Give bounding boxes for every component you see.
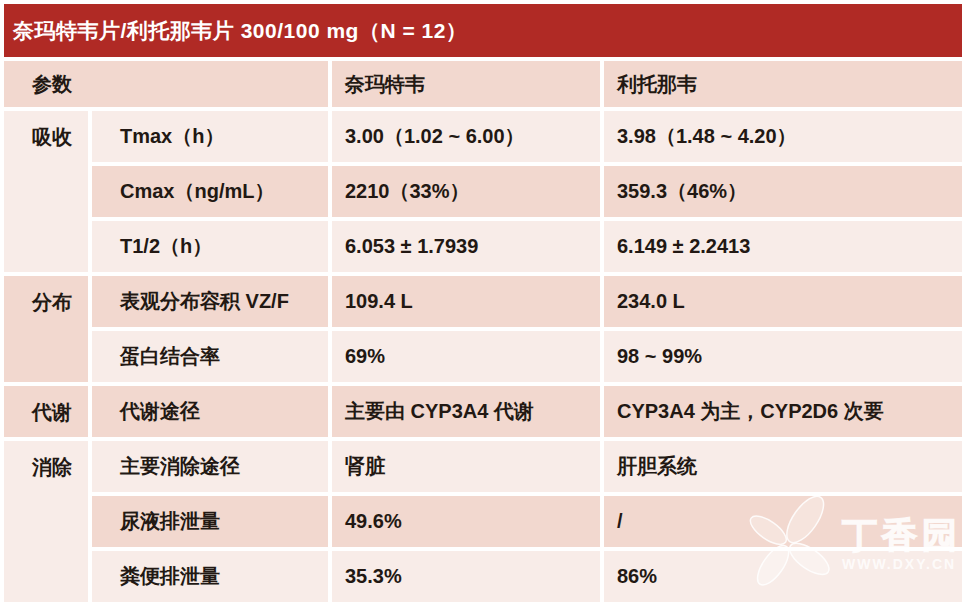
param-cell: T1/2（h） [92, 221, 328, 272]
value-cell-nirmatrelvir: 35.3% [332, 551, 600, 602]
value-cell-ritonavir: 肝胆系统 [604, 441, 962, 492]
param-cell: 表观分布容积 VZ/F [92, 276, 328, 327]
value-cell-ritonavir: 98 ~ 99% [604, 331, 962, 382]
value-cell-nirmatrelvir: 69% [332, 331, 600, 382]
row-tmax: 吸收 Tmax（h） 3.00（1.02 ~ 6.00） 3.98（1.48 ~… [4, 111, 962, 162]
param-cell: 尿液排泄量 [92, 496, 328, 547]
param-cell: 代谢途径 [92, 386, 328, 437]
value-cell-nirmatrelvir: 6.053 ± 1.7939 [332, 221, 600, 272]
row-volume-distribution: 分布 表观分布容积 VZ/F 109.4 L 234.0 L [4, 276, 962, 327]
param-cell: Cmax（ng/mL） [92, 166, 328, 217]
value-cell-ritonavir: 234.0 L [604, 276, 962, 327]
value-cell-ritonavir: 3.98（1.48 ~ 4.20） [604, 111, 962, 162]
category-cell-distribution: 分布 [4, 276, 88, 382]
row-metabolic-pathway: 代谢 代谢途径 主要由 CYP3A4 代谢 CYP3A4 为主，CYP2D6 次… [4, 386, 962, 437]
row-halflife: T1/2（h） 6.053 ± 1.7939 6.149 ± 2.2413 [4, 221, 962, 272]
infographic-card: 奈玛特韦片/利托那韦片 300/100 mg（N = 12） 参数 奈玛特韦 利… [0, 0, 966, 605]
value-cell-ritonavir: / [604, 496, 962, 547]
value-cell-ritonavir: 6.149 ± 2.2413 [604, 221, 962, 272]
param-cell: 主要消除途径 [92, 441, 328, 492]
value-cell-ritonavir: CYP3A4 为主，CYP2D6 次要 [604, 386, 962, 437]
row-cmax: Cmax（ng/mL） 2210（33%） 359.3（46%） [4, 166, 962, 217]
value-cell-nirmatrelvir: 主要由 CYP3A4 代谢 [332, 386, 600, 437]
value-cell-nirmatrelvir: 109.4 L [332, 276, 600, 327]
column-header-row: 参数 奈玛特韦 利托那韦 [4, 61, 962, 107]
row-fecal-excretion: 粪便排泄量 35.3% 86% [4, 551, 962, 602]
row-protein-binding: 蛋白结合率 69% 98 ~ 99% [4, 331, 962, 382]
row-urinary-excretion: 尿液排泄量 49.6% / [4, 496, 962, 547]
value-cell-nirmatrelvir: 49.6% [332, 496, 600, 547]
row-elimination-route: 消除 主要消除途径 肾脏 肝胆系统 [4, 441, 962, 492]
param-cell: 粪便排泄量 [92, 551, 328, 602]
category-cell-metabolism: 代谢 [4, 386, 88, 437]
value-cell-nirmatrelvir: 3.00（1.02 ~ 6.00） [332, 111, 600, 162]
value-cell-nirmatrelvir: 肾脏 [332, 441, 600, 492]
param-cell: 蛋白结合率 [92, 331, 328, 382]
value-cell-ritonavir: 359.3（46%） [604, 166, 962, 217]
pk-parameters-table: 奈玛特韦片/利托那韦片 300/100 mg（N = 12） 参数 奈玛特韦 利… [0, 0, 966, 605]
category-cell-absorption: 吸收 [4, 111, 88, 272]
value-cell-ritonavir: 86% [604, 551, 962, 602]
column-header-parameter: 参数 [4, 61, 328, 107]
category-cell-elimination: 消除 [4, 441, 88, 602]
param-cell: Tmax（h） [92, 111, 328, 162]
column-header-ritonavir: 利托那韦 [604, 61, 962, 107]
column-header-nirmatrelvir: 奈玛特韦 [332, 61, 600, 107]
title-row: 奈玛特韦片/利托那韦片 300/100 mg（N = 12） [4, 4, 962, 57]
value-cell-nirmatrelvir: 2210（33%） [332, 166, 600, 217]
table-title: 奈玛特韦片/利托那韦片 300/100 mg（N = 12） [4, 4, 962, 57]
